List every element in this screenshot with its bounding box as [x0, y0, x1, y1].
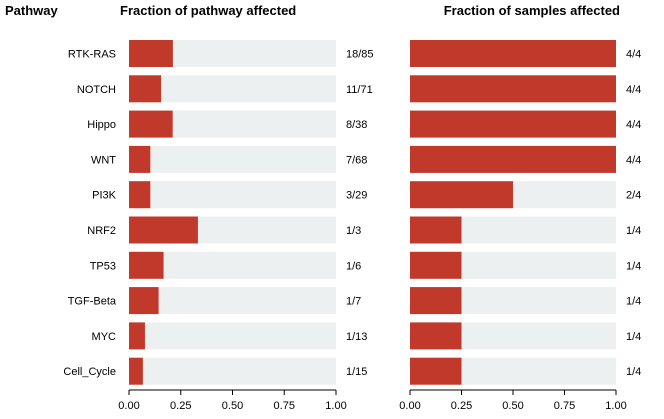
- right-value-label-hippo: 4/4: [626, 119, 641, 131]
- right-x-tick-label-0: 0.00: [399, 400, 420, 412]
- left-track-notch: [129, 75, 336, 103]
- left-value-label-pi3k: 3/29: [346, 190, 367, 202]
- left-bar-cell-cycle: [129, 357, 143, 385]
- left-track-pi3k: [129, 181, 336, 209]
- right-bar-rtk-ras: [410, 40, 616, 67]
- left-value-label-rtk-ras: 18/85: [346, 49, 374, 61]
- right-bar-cell-cycle: [410, 357, 462, 385]
- left-track-wnt: [129, 145, 336, 173]
- left-x-tick-label-4: 1.00: [325, 400, 346, 412]
- left-track-myc: [129, 322, 336, 350]
- left-value-label-tp53: 1/6: [346, 260, 361, 272]
- category-label-nrf2: NRF2: [87, 225, 116, 237]
- category-label-wnt: WNT: [91, 154, 116, 166]
- left-bar-tgf-beta: [129, 287, 159, 315]
- category-label-rtk-ras: RTK-RAS: [68, 49, 116, 61]
- right-bar-nrf2: [410, 216, 462, 244]
- right-x-tick-label-3: 0.75: [554, 400, 575, 412]
- left-track-cell-cycle: [129, 357, 336, 385]
- category-label-tp53: TP53: [90, 260, 116, 272]
- left-panel-title: Fraction of pathway affected: [120, 3, 296, 18]
- left-value-label-hippo: 8/38: [346, 119, 367, 131]
- right-bar-pi3k: [410, 181, 513, 209]
- pathway-column-header: Pathway: [5, 3, 59, 18]
- right-value-label-wnt: 4/4: [626, 154, 641, 166]
- right-value-label-tgf-beta: 1/4: [626, 296, 641, 308]
- left-x-tick-label-2: 0.50: [222, 400, 243, 412]
- right-value-label-pi3k: 2/4: [626, 190, 641, 202]
- left-x-tick-label-1: 0.25: [170, 400, 191, 412]
- right-bar-myc: [410, 322, 462, 350]
- left-bar-tp53: [129, 251, 164, 279]
- category-label-myc: MYC: [92, 331, 117, 343]
- left-x-tick-label-0: 0.00: [118, 400, 139, 412]
- category-label-notch: NOTCH: [77, 84, 116, 96]
- left-bar-rtk-ras: [129, 40, 173, 67]
- right-value-label-cell-cycle: 1/4: [626, 366, 641, 378]
- left-x-tick-label-3: 0.75: [274, 400, 295, 412]
- left-bar-hippo: [129, 110, 173, 138]
- category-label-tgf-beta: TGF-Beta: [68, 296, 117, 308]
- right-value-label-rtk-ras: 4/4: [626, 49, 641, 61]
- right-panel-title: Fraction of samples affected: [444, 3, 620, 18]
- right-bar-tgf-beta: [410, 287, 462, 315]
- right-bar-notch: [410, 75, 616, 103]
- left-value-label-notch: 11/71: [346, 84, 373, 96]
- left-value-label-wnt: 7/68: [346, 154, 367, 166]
- category-label-hippo: Hippo: [87, 119, 116, 131]
- left-bar-notch: [129, 75, 162, 103]
- category-label-pi3k: PI3K: [92, 190, 117, 202]
- right-x-tick-label-2: 0.50: [502, 400, 523, 412]
- right-bar-tp53: [410, 251, 462, 279]
- right-bar-hippo: [410, 110, 616, 138]
- right-x-tick-label-4: 1.00: [605, 400, 626, 412]
- right-x-tick-label-1: 0.25: [451, 400, 472, 412]
- right-value-label-tp53: 1/4: [626, 260, 641, 272]
- left-bar-myc: [129, 322, 145, 350]
- left-value-label-myc: 1/13: [346, 331, 367, 343]
- left-bar-wnt: [129, 145, 151, 173]
- left-value-label-tgf-beta: 1/7: [346, 296, 361, 308]
- right-value-label-myc: 1/4: [626, 331, 641, 343]
- category-label-cell-cycle: Cell_Cycle: [63, 366, 116, 378]
- left-track-tgf-beta: [129, 287, 336, 315]
- left-bar-pi3k: [129, 181, 151, 209]
- left-value-label-nrf2: 1/3: [346, 225, 361, 237]
- right-value-label-notch: 4/4: [626, 84, 641, 96]
- right-bar-wnt: [410, 145, 616, 173]
- left-bar-nrf2: [129, 216, 198, 244]
- left-value-label-cell-cycle: 1/15: [346, 366, 367, 378]
- right-value-label-nrf2: 1/4: [626, 225, 641, 237]
